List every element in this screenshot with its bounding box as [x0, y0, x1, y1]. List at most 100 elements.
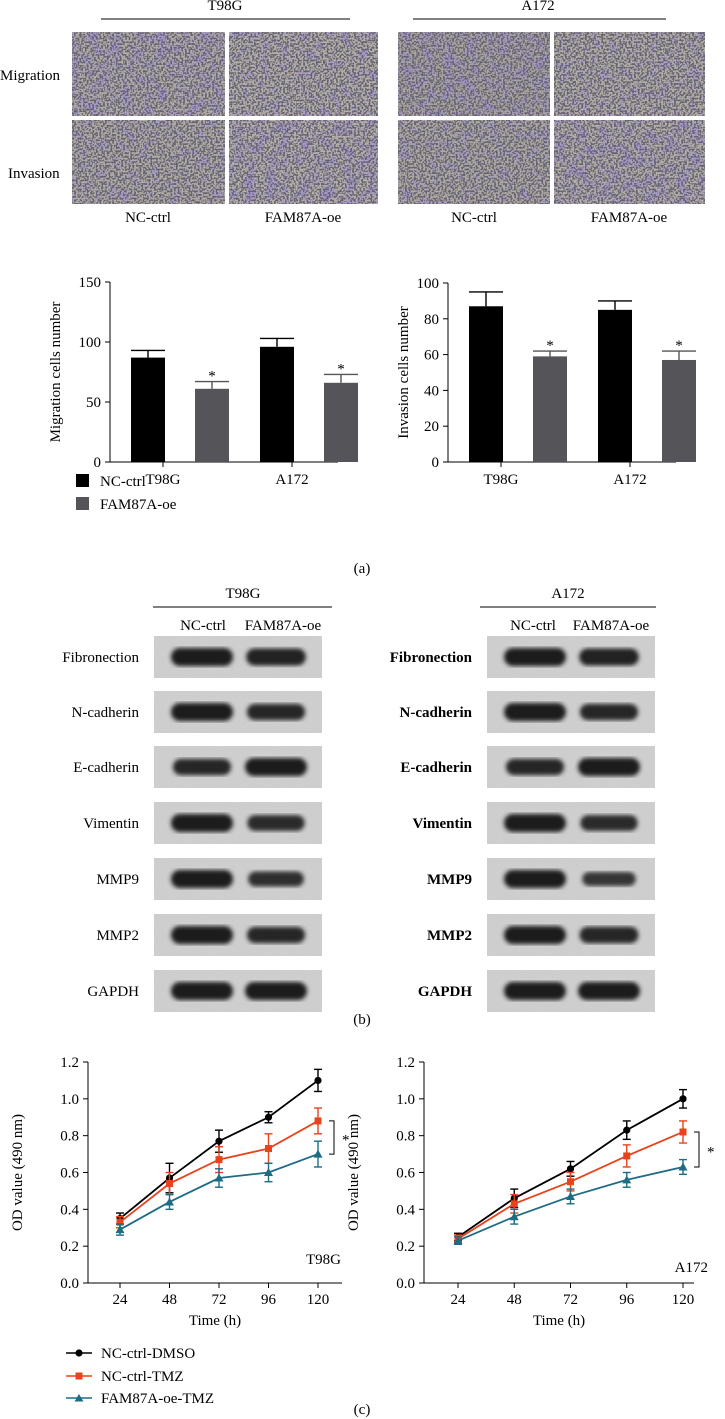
micrograph-a172-oe-migration: [554, 32, 705, 116]
legend-label-dmso: NC-ctrl-DMSO: [101, 1346, 195, 1362]
y-tick-label: 0.4: [396, 1202, 415, 1218]
bar: [469, 306, 503, 462]
y-tick-label: 150: [79, 275, 102, 291]
x-tick-label: 96: [619, 1292, 635, 1308]
data-point: [678, 1162, 688, 1171]
bar: [598, 309, 632, 462]
y-axis-label: Migration cells number: [48, 302, 64, 443]
protein-band: [246, 648, 306, 666]
data-point: [453, 1236, 463, 1245]
x-tick-label: 120: [672, 1292, 695, 1308]
significance-mark: *: [208, 369, 216, 385]
data-point: [566, 1165, 575, 1173]
protein-band: [504, 982, 566, 1000]
row-label-migration: Migration: [0, 68, 60, 84]
x-tick-label: T98G: [484, 472, 519, 488]
legend-swatch-nc-ctrl: [76, 474, 89, 487]
blot-cell-line-t98g: T98G: [226, 586, 261, 602]
legend-marker-dmso: [75, 1349, 83, 1357]
micro-cell-line-a172: A172: [521, 0, 554, 14]
bar: [324, 382, 358, 462]
micrograph-t98g-oe-migration: [229, 32, 378, 116]
x-tick-label: 24: [451, 1292, 467, 1308]
col-label-a172-oe: FAM87A-oe: [591, 210, 668, 226]
data-point: [679, 1095, 687, 1103]
y-tick-label: 0.2: [396, 1239, 415, 1255]
legend-label-nc-ctrl: NC-ctrl: [100, 474, 146, 490]
micrograph-t98g-nc-migration: [72, 32, 225, 116]
data-point: [567, 1178, 574, 1186]
protein-band: [504, 703, 566, 721]
significance-mark: *: [675, 338, 683, 354]
protein-band: [171, 648, 233, 666]
bar: [195, 388, 229, 462]
y-tick-label: 40: [424, 383, 439, 399]
panel-label-c: (c): [354, 1402, 371, 1418]
significance-mark: *: [342, 1133, 350, 1149]
micrograph-a172-oe-invasion: [554, 120, 705, 204]
blot-protein-label: Vimentin: [413, 816, 473, 832]
bar: [533, 356, 567, 462]
protein-band: [504, 648, 566, 666]
protein-band: [582, 871, 636, 887]
data-point: [622, 1175, 632, 1184]
blot-protein-label: N-cadherin: [72, 705, 140, 721]
protein-band: [245, 982, 307, 1000]
data-point: [116, 1218, 124, 1226]
protein-band: [171, 870, 233, 888]
data-point: [623, 1126, 631, 1134]
y-tick-label: 0.8: [396, 1129, 415, 1145]
invasion-bar-chart: 0 20 40 60 80 100 T98G * A172 * Invasion cells num…: [396, 276, 696, 488]
y-tick-label: 0.0: [396, 1276, 415, 1292]
protein-band: [248, 871, 304, 887]
bar: [131, 357, 165, 462]
a172-growth-chart: 0.0 0.2 0.4 0.6 0.8 1.0 1.2 24 48 72 96 120 * A172 Tim…: [346, 1055, 715, 1329]
x-axis-label: Time (h): [533, 1313, 585, 1329]
data-point: [623, 1152, 631, 1160]
y-tick-label: 100: [79, 335, 102, 351]
y-tick-label: 1.0: [60, 1092, 79, 1108]
significance-mark: *: [337, 361, 345, 377]
protein-band: [246, 703, 306, 721]
y-tick-label: 0: [94, 455, 102, 471]
data-point: [679, 1128, 687, 1136]
western-blot-panel: T98G NC-ctrl FAM87A-oe A172 NC-ctrl FAM8…: [62, 586, 656, 1012]
data-point: [265, 1145, 272, 1153]
blot-cell-line-a172: A172: [551, 586, 584, 602]
data-point: [165, 1197, 174, 1206]
blot-protein-label: GAPDH: [418, 984, 472, 1000]
significance-mark: *: [546, 338, 554, 354]
protein-band: [504, 870, 566, 888]
panel-label-b: (b): [353, 1012, 371, 1028]
protein-band: [504, 814, 566, 832]
micrograph-a172-nc-migration: [398, 32, 550, 116]
protein-band: [171, 926, 233, 944]
x-tick-label: A172: [275, 472, 308, 488]
protein-band: [578, 982, 640, 1000]
x-axis-label: Time (h): [189, 1313, 241, 1329]
col-label-a172-nc: NC-ctrl: [451, 210, 497, 226]
panel-label-a: (a): [354, 561, 371, 577]
blot-protein-label: MMP2: [427, 928, 472, 944]
protein-band: [172, 758, 232, 776]
t98g-growth-chart: 0.0 0.2 0.4 0.6 0.8 1.0 1.2 24 48 72 96 120 * T98G Tim…: [10, 1055, 350, 1329]
line-legend: NC-ctrl-DMSO NC-ctrl-TMZ FAM87A-oe-TMZ: [66, 1346, 214, 1407]
protein-band: [579, 703, 639, 721]
y-axis-label: Invasion cells number: [396, 306, 412, 438]
blot-protein-label: MMP9: [427, 872, 472, 888]
x-tick-label: A172: [613, 472, 646, 488]
legend-label-oe-tmz: FAM87A-oe-TMZ: [101, 1391, 214, 1407]
x-tick-label: 72: [563, 1292, 578, 1308]
data-point: [264, 1113, 273, 1121]
protein-band: [505, 758, 565, 776]
col-label-t98g-nc: NC-ctrl: [125, 210, 171, 226]
y-tick-label: 20: [424, 419, 439, 435]
x-tick-label: 72: [212, 1292, 227, 1308]
y-tick-label: 1.0: [396, 1092, 415, 1108]
protein-band: [171, 982, 233, 1000]
blot-protein-label: Fibronection: [390, 650, 473, 666]
x-tick-label: 24: [113, 1292, 129, 1308]
blot-protein-label: E-cadherin: [400, 760, 472, 776]
data-point: [214, 1173, 224, 1182]
data-point: [314, 1076, 322, 1085]
